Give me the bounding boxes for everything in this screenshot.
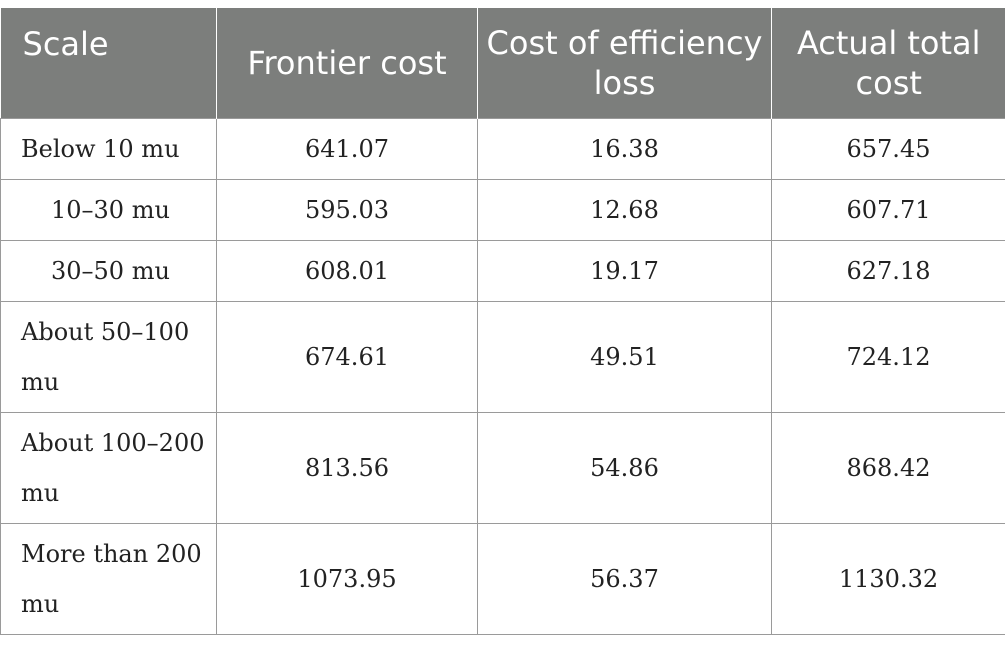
table-header: Scale Frontier cost Cost of efficiency l… — [0, 8, 1005, 118]
cell-actual-total-cost: 1130.32 — [771, 522, 1005, 635]
header-cost-of-efficiency-loss: Cost of efficiency loss — [477, 8, 772, 118]
cell-frontier-cost: 608.01 — [216, 239, 478, 302]
cell-efficiency-loss: 56.37 — [477, 522, 772, 635]
cost-table: Scale Frontier cost Cost of efficiency l… — [0, 8, 1005, 635]
cell-scale: Below 10 mu — [0, 117, 217, 180]
cell-actual-total-cost: 607.71 — [771, 178, 1005, 241]
table-body: Below 10 mu 641.07 16.38 657.45 10–30 mu… — [0, 117, 1005, 635]
cell-efficiency-loss: 12.68 — [477, 178, 772, 241]
cell-scale: About 100–200 mu — [0, 411, 217, 524]
table-row: More than 200 mu 1073.95 56.37 1130.32 — [0, 522, 1005, 635]
cell-actual-total-cost: 627.18 — [771, 239, 1005, 302]
cell-actual-total-cost: 724.12 — [771, 300, 1005, 413]
cell-scale: About 50–100 mu — [0, 300, 217, 413]
table-row: About 50–100 mu 674.61 49.51 724.12 — [0, 300, 1005, 413]
cell-scale: 10–30 mu — [0, 178, 217, 241]
cell-frontier-cost: 1073.95 — [216, 522, 478, 635]
table-container: Scale Frontier cost Cost of efficiency l… — [0, 8, 1005, 635]
cell-frontier-cost: 595.03 — [216, 178, 478, 241]
table-row: 10–30 mu 595.03 12.68 607.71 — [0, 178, 1005, 241]
cell-frontier-cost: 641.07 — [216, 117, 478, 180]
table-row: 30–50 mu 608.01 19.17 627.18 — [0, 239, 1005, 302]
cell-efficiency-loss: 54.86 — [477, 411, 772, 524]
header-scale: Scale — [0, 8, 217, 118]
table-row: Below 10 mu 641.07 16.38 657.45 — [0, 117, 1005, 180]
cell-efficiency-loss: 16.38 — [477, 117, 772, 180]
cell-actual-total-cost: 868.42 — [771, 411, 1005, 524]
header-frontier-cost: Frontier cost — [216, 8, 478, 118]
cell-actual-total-cost: 657.45 — [771, 117, 1005, 180]
cell-efficiency-loss: 49.51 — [477, 300, 772, 413]
cell-frontier-cost: 674.61 — [216, 300, 478, 413]
cell-scale: 30–50 mu — [0, 239, 217, 302]
header-actual-total-cost: Actual total cost — [771, 8, 1005, 118]
header-row: Scale Frontier cost Cost of efficiency l… — [0, 8, 1005, 118]
cell-scale: More than 200 mu — [0, 522, 217, 635]
cell-frontier-cost: 813.56 — [216, 411, 478, 524]
cell-efficiency-loss: 19.17 — [477, 239, 772, 302]
table-row: About 100–200 mu 813.56 54.86 868.42 — [0, 411, 1005, 524]
